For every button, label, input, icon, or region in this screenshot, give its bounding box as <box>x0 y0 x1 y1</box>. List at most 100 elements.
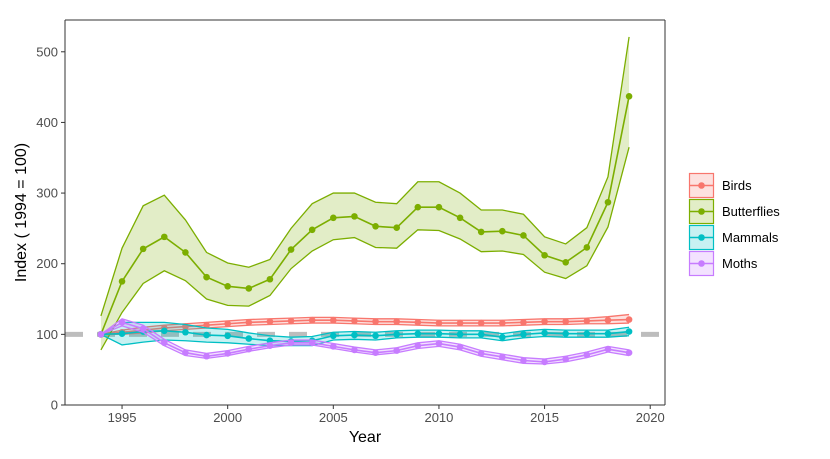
legend-label: Moths <box>722 256 758 271</box>
data-point <box>224 332 231 340</box>
lower-bound-line <box>100 325 630 365</box>
data-point <box>477 319 485 327</box>
x-tick-label: 2010 <box>424 410 453 425</box>
y-tick-label: 200 <box>36 256 58 271</box>
data-point <box>499 333 506 341</box>
data-point <box>139 245 147 253</box>
legend-label: Butterflies <box>722 204 780 219</box>
lower-bound-line <box>100 333 630 347</box>
data-point <box>562 318 570 325</box>
data-point <box>541 329 548 337</box>
data-point <box>160 339 168 347</box>
data-point <box>118 319 126 326</box>
plot-area <box>65 36 665 366</box>
data-point <box>435 203 443 211</box>
data-point <box>245 345 253 353</box>
data-point <box>372 318 379 325</box>
data-point <box>351 331 358 339</box>
data-point <box>351 346 358 354</box>
series-line <box>100 321 630 363</box>
data-point <box>97 331 105 338</box>
data-point <box>287 339 295 347</box>
data-point <box>583 330 591 337</box>
confidence-band <box>100 36 630 350</box>
lower-bound-line <box>100 146 630 351</box>
legend-item-butterflies: Butterflies <box>688 198 780 225</box>
data-point <box>203 352 210 360</box>
x-axis-title: Year <box>349 429 382 446</box>
legend-item-moths: Moths <box>688 250 758 277</box>
data-point <box>625 328 633 335</box>
legend-key-point <box>698 234 705 241</box>
legend-key-point <box>698 208 705 215</box>
series-mammals <box>97 321 633 347</box>
series-birds <box>97 313 633 338</box>
data-point <box>414 342 422 349</box>
y-tick-label: 500 <box>36 44 58 59</box>
data-point <box>604 316 612 324</box>
data-point <box>203 321 210 329</box>
series-line <box>100 330 630 343</box>
data-point <box>266 342 274 349</box>
data-point <box>245 335 253 342</box>
data-point <box>541 251 548 259</box>
legend-item-mammals: Mammals <box>688 224 779 251</box>
data-point <box>520 232 527 239</box>
upper-bound-line <box>100 313 630 335</box>
y-axis-title: Index ( 1994 = 100) <box>13 143 30 282</box>
data-point <box>456 214 464 222</box>
data-point <box>583 351 591 359</box>
data-point <box>160 327 168 335</box>
data-point <box>625 316 633 323</box>
data-point <box>118 278 126 285</box>
data-point <box>266 318 274 325</box>
data-point <box>372 332 379 340</box>
data-point <box>499 227 506 235</box>
lower-bound-line <box>100 322 630 336</box>
data-point <box>330 332 337 340</box>
legend-key-point <box>698 182 705 189</box>
data-point <box>435 340 443 347</box>
data-point <box>477 228 485 236</box>
data-point <box>520 331 527 338</box>
data-point <box>287 317 295 325</box>
series-line <box>100 318 630 336</box>
data-point <box>330 214 337 222</box>
data-point <box>160 233 168 241</box>
data-point <box>499 319 506 327</box>
data-point <box>351 213 358 220</box>
x-tick-label: 2000 <box>213 410 242 425</box>
data-point <box>477 331 485 338</box>
data-point <box>182 328 189 336</box>
legend-item-birds: Birds <box>688 172 752 199</box>
data-point <box>330 343 337 350</box>
y-tick-label: 0 <box>51 398 58 413</box>
data-point <box>541 358 548 366</box>
data-point <box>393 224 400 231</box>
data-point <box>224 283 231 290</box>
y-tick-label: 100 <box>36 327 58 342</box>
data-point <box>625 349 633 357</box>
data-point <box>435 319 443 327</box>
data-point <box>330 316 337 324</box>
data-point <box>287 246 295 253</box>
data-point <box>372 349 379 357</box>
data-point <box>520 319 527 326</box>
data-point <box>118 330 126 337</box>
upper-bound-line <box>100 318 630 360</box>
data-point <box>393 331 400 338</box>
legend: Birds Butterflies Mammals Moths <box>688 172 780 277</box>
legend-label: Mammals <box>722 230 779 245</box>
data-point <box>604 198 612 206</box>
data-point <box>520 357 527 364</box>
data-point <box>562 355 570 363</box>
data-point <box>435 330 443 337</box>
data-point <box>266 275 274 283</box>
axes: 1995 2000 2005 2010 2015 2020 0 100 200 300 400 500… <box>13 19 666 446</box>
data-point <box>393 318 400 325</box>
data-point <box>477 350 485 357</box>
data-point <box>541 318 548 325</box>
data-point <box>139 325 147 333</box>
upper-bound-line <box>100 36 630 317</box>
